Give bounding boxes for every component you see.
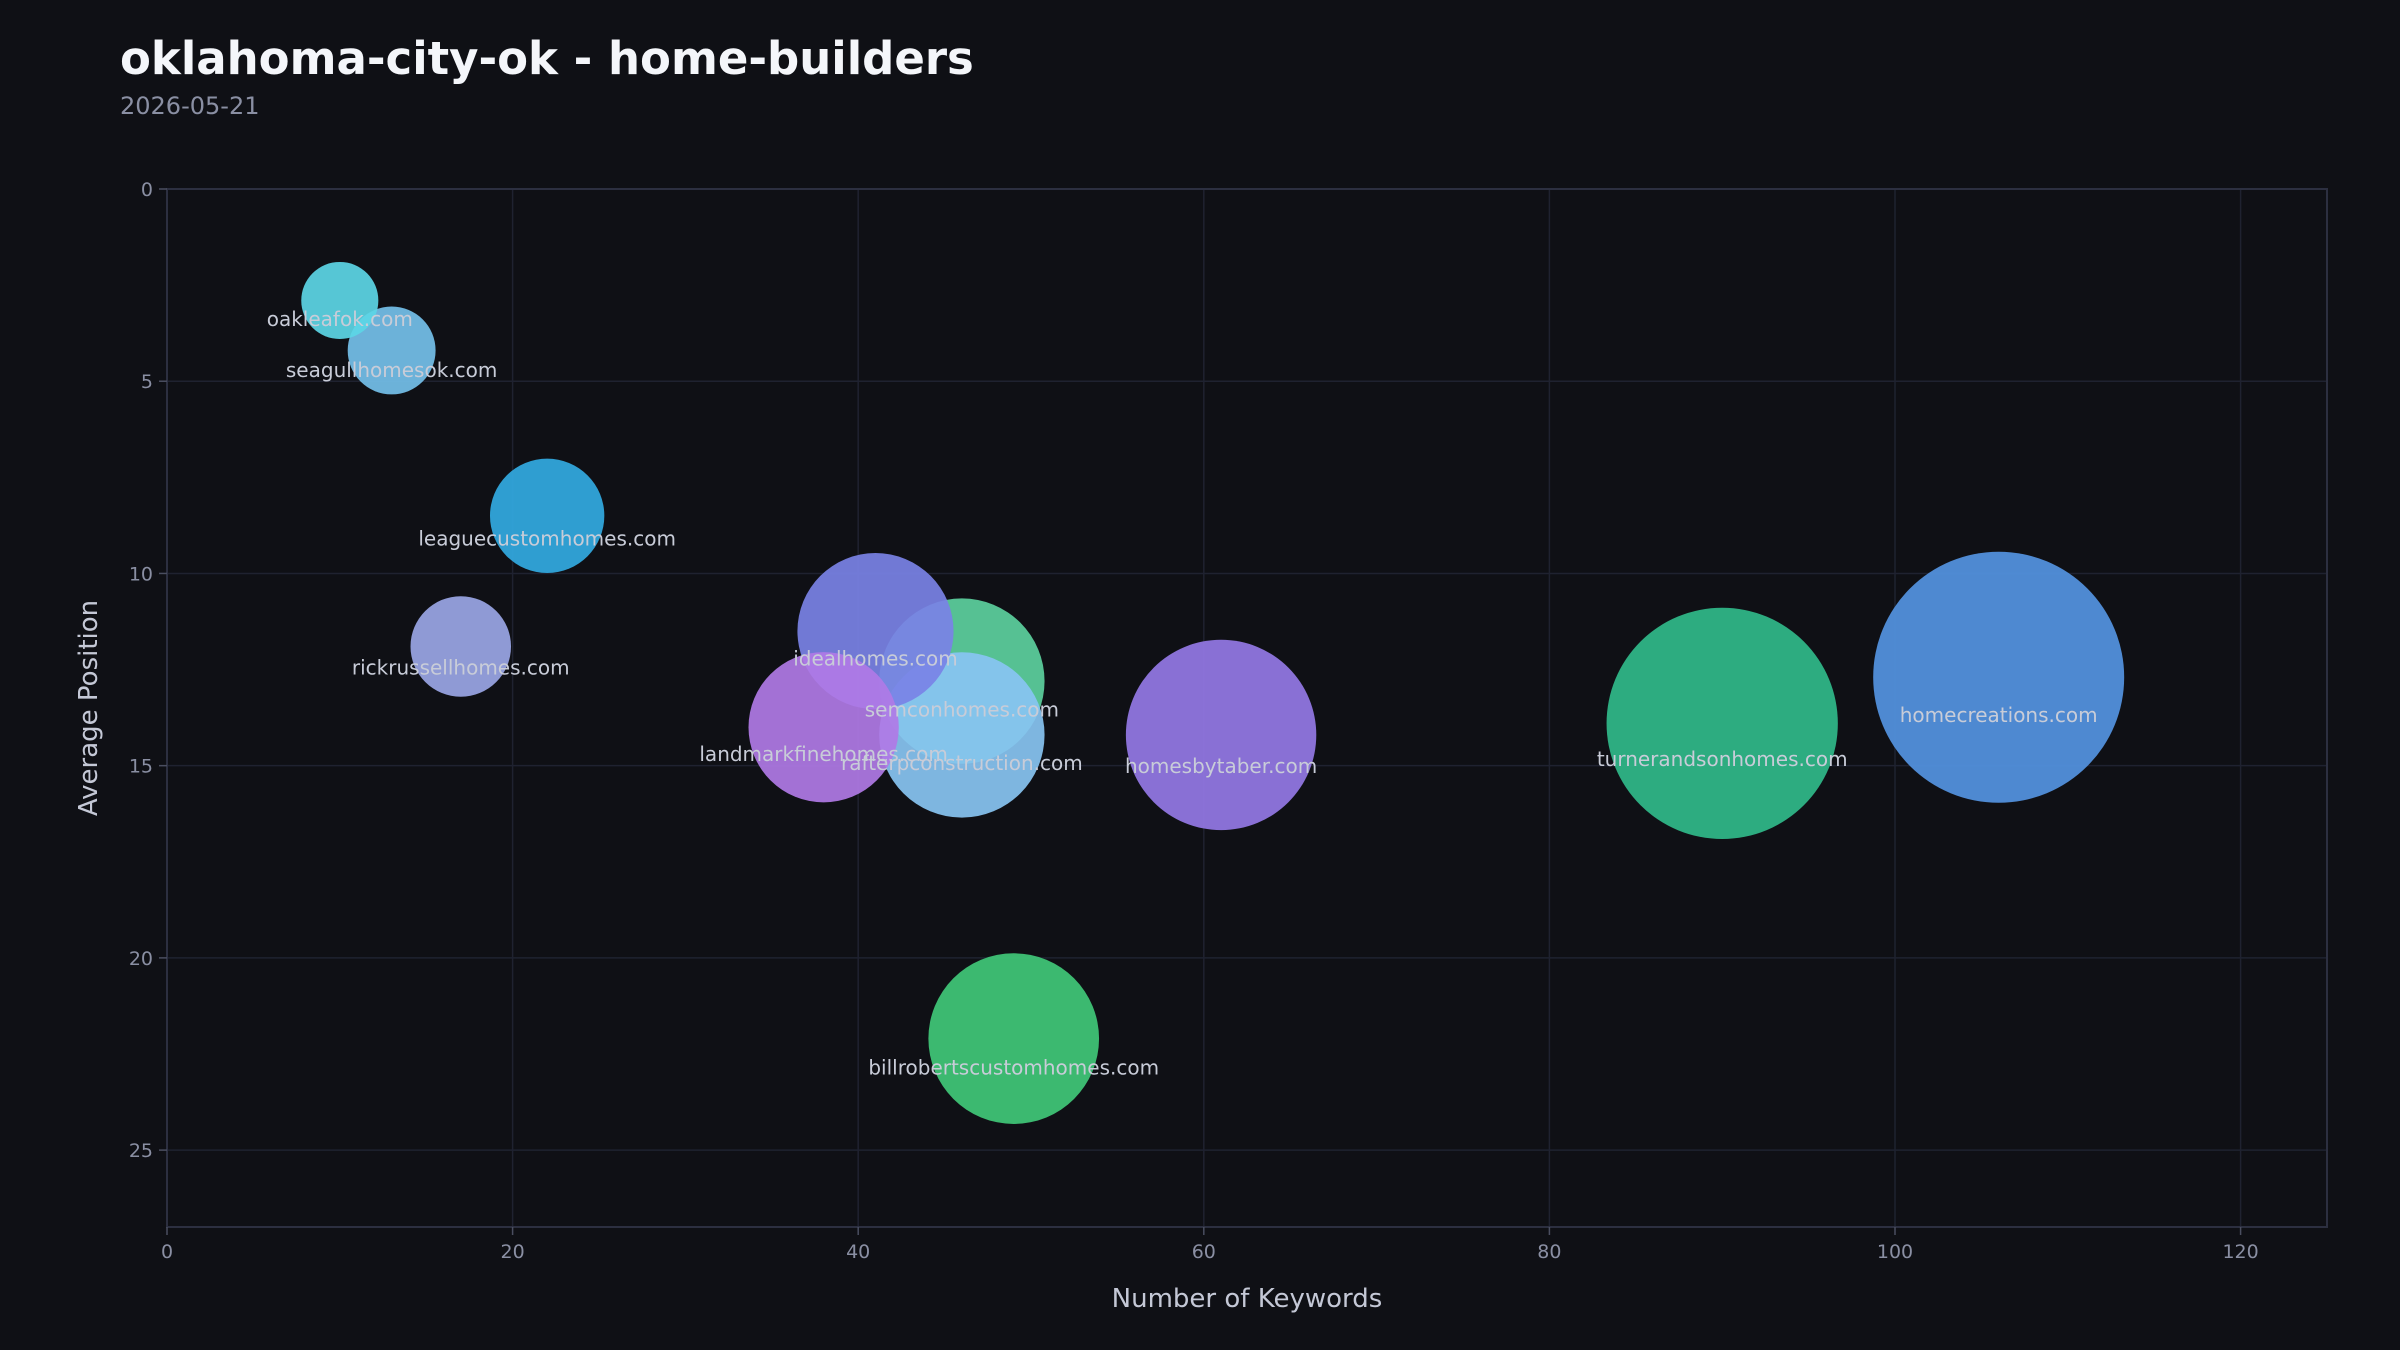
bubble-label: seagullhomesok.com	[286, 358, 497, 382]
bubble-label: homecreations.com	[1900, 703, 2098, 727]
y-tick-label: 25	[129, 1140, 153, 1162]
plot-frame	[166, 188, 2328, 1228]
bubble-label: semconhomes.com	[865, 697, 1059, 721]
y-tick-label: 0	[141, 179, 153, 201]
bubble-label: billrobertscustomhomes.com	[868, 1055, 1159, 1079]
x-tick-label: 20	[501, 1241, 525, 1263]
bubble	[410, 596, 512, 697]
y-axis-label: Average Position	[74, 600, 104, 816]
bubble-labels: homecreations.com turnerandsonhomes.com ho…	[267, 307, 2098, 1079]
bubble-label: turnerandsonhomes.com	[1597, 747, 1848, 771]
x-axis-label: Number of Keywords	[1112, 1284, 1383, 1314]
bubble	[748, 652, 899, 803]
bubble-label: oakleafok.com	[267, 307, 413, 331]
x-tick-label: 0	[161, 1241, 173, 1263]
chart-subtitle: 2026-05-21	[120, 92, 260, 120]
bubbles	[301, 261, 2125, 1124]
y-tick-label: 15	[129, 756, 153, 778]
axis-ticks: 0 20 40 60 80 100 120 0 5 10 15 20 25	[129, 179, 2259, 1263]
bubble-label: homesbytaber.com	[1125, 754, 1317, 778]
x-tick-label: 60	[1192, 1241, 1216, 1263]
bubble	[1873, 551, 2125, 803]
bubble-label: rafterpconstruction.com	[841, 751, 1083, 775]
y-tick-label: 20	[129, 948, 153, 970]
bubble	[347, 306, 436, 395]
bubble-label: leaguecustomhomes.com	[418, 526, 676, 550]
chart-title: oklahoma-city-ok - home-builders	[120, 32, 974, 85]
bubble-label: rickrussellhomes.com	[352, 656, 570, 680]
x-tick-label: 80	[1537, 1241, 1561, 1263]
x-tick-label: 120	[2222, 1241, 2258, 1263]
x-tick-label: 100	[1877, 1241, 1913, 1263]
bubble	[1125, 639, 1317, 831]
x-tick-label: 40	[846, 1241, 870, 1263]
bubble	[489, 458, 605, 573]
y-tick-label: 5	[141, 371, 153, 393]
bubble-label: idealhomes.com	[793, 646, 958, 670]
bubble	[928, 953, 1100, 1124]
bubble	[1606, 607, 1838, 840]
bubble-label: landmarkfinehomes.com	[699, 742, 948, 766]
bubble	[301, 261, 379, 340]
y-tick-label: 10	[129, 563, 153, 585]
